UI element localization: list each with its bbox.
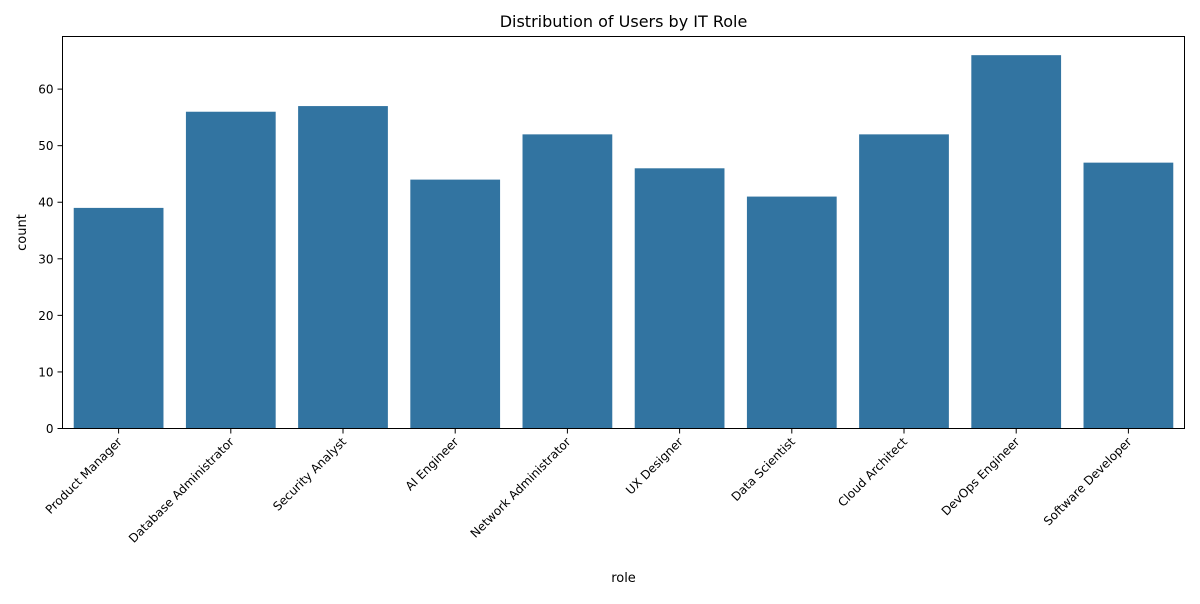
x-tick-label: Data Scientist xyxy=(729,435,799,505)
bar xyxy=(634,168,725,429)
x-axis-label: role xyxy=(611,571,636,586)
y-axis: 0 10 20 30 40 50 60 xyxy=(38,83,63,436)
bar xyxy=(859,134,949,429)
y-tick-label: 60 xyxy=(38,83,53,97)
bar xyxy=(746,196,837,429)
x-tick-label: UX Designer xyxy=(623,435,686,498)
bar xyxy=(971,55,1062,429)
plot-frame xyxy=(62,36,1185,429)
x-axis: Product Manager Database Administrator Sec… xyxy=(43,428,1135,546)
bar xyxy=(410,179,501,429)
bar xyxy=(1083,162,1174,429)
x-tick-label: Network Administrator xyxy=(468,435,574,541)
bar xyxy=(73,207,164,429)
y-tick-label: 0 xyxy=(46,422,54,436)
x-tick-label: Database Administrator xyxy=(126,435,237,546)
x-tick-label: AI Engineer xyxy=(403,435,462,494)
x-tick-label: Security Analyst xyxy=(270,435,349,514)
x-tick-label: Cloud Architect xyxy=(835,435,910,510)
y-tick-label: 20 xyxy=(38,309,53,323)
x-tick-label: Software Developer xyxy=(1041,435,1135,529)
y-tick-label: 50 xyxy=(38,139,53,153)
y-axis-label: count xyxy=(15,214,30,251)
y-tick-label: 40 xyxy=(38,196,53,210)
x-tick-label: DevOps Engineer xyxy=(939,435,1023,519)
bars-group xyxy=(73,55,1174,429)
bar xyxy=(185,111,276,429)
y-tick-label: 10 xyxy=(38,365,53,379)
bar xyxy=(522,134,613,429)
y-tick-label: 30 xyxy=(38,252,53,266)
x-tick-label: Product Manager xyxy=(43,435,125,517)
bar xyxy=(298,106,388,429)
chart-title: Distribution of Users by IT Role xyxy=(500,12,748,31)
